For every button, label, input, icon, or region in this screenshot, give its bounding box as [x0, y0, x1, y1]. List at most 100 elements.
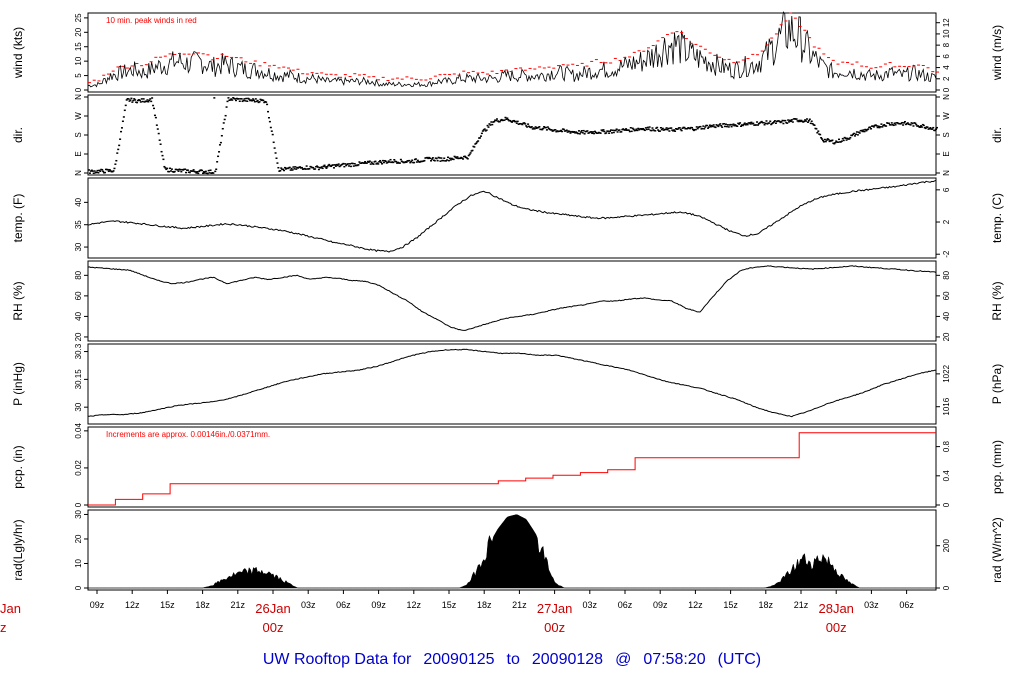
- dir-point: [854, 135, 857, 137]
- dir-point: [192, 169, 195, 171]
- ytick-label-dir: E: [74, 151, 83, 156]
- dir-point: [289, 169, 292, 171]
- dir-point: [650, 129, 653, 132]
- dir-point: [809, 122, 812, 125]
- dir-point: [915, 123, 918, 126]
- dir-point: [727, 126, 730, 128]
- ytick-right-label-pres: 1016: [942, 397, 951, 415]
- dir-point: [686, 127, 689, 130]
- dir-point: [389, 158, 392, 161]
- dir-point: [196, 171, 199, 173]
- dir-point: [542, 127, 545, 130]
- dir-point: [327, 164, 330, 167]
- dir-point: [593, 130, 596, 133]
- dir-point: [498, 120, 501, 123]
- dir-point: [815, 128, 818, 130]
- xtick-label: 12z: [407, 600, 422, 610]
- dir-point: [835, 140, 838, 142]
- ytick-right-label-dir: W: [942, 112, 951, 120]
- ytick-label-pres: 30.15: [74, 369, 83, 390]
- ytick-label-wind: 10: [74, 56, 83, 65]
- dir-point: [694, 128, 697, 131]
- ylabel-right-pcp: pcp. (mm): [990, 440, 1004, 494]
- dir-point: [660, 128, 663, 131]
- dir-point: [550, 129, 553, 131]
- xtick-date-label: 27Jan: [537, 601, 572, 616]
- dir-point: [644, 127, 647, 129]
- series-area-rad: [88, 514, 936, 589]
- ytick-label-rh: 40: [74, 311, 83, 320]
- dir-point: [473, 146, 476, 148]
- dir-point: [218, 151, 221, 153]
- dir-point: [234, 98, 237, 100]
- dir-point: [491, 123, 494, 126]
- dir-point: [471, 149, 474, 152]
- dir-point: [231, 99, 234, 101]
- dir-point: [479, 137, 482, 139]
- dir-point: [579, 131, 582, 133]
- xtick-label: 06z: [618, 600, 633, 610]
- dir-point: [805, 120, 808, 122]
- ytick-right-label-wind: 0: [942, 87, 951, 92]
- dir-point: [308, 167, 311, 170]
- dir-point: [720, 124, 723, 127]
- dir-point: [131, 101, 134, 103]
- dir-point: [637, 127, 640, 130]
- dir-point: [659, 127, 662, 129]
- dir-point: [395, 160, 398, 163]
- dir-point: [217, 155, 220, 158]
- title-utc: (UTC): [717, 651, 762, 668]
- dir-point: [532, 127, 535, 129]
- dir-point: [353, 162, 356, 165]
- dir-point: [121, 120, 124, 123]
- dir-point: [191, 170, 194, 172]
- dir-point: [732, 123, 735, 125]
- dir-point: [88, 172, 91, 174]
- ytick-label-wind: 15: [74, 42, 83, 51]
- dir-point: [169, 167, 172, 170]
- dir-point: [742, 123, 745, 126]
- dir-point: [806, 121, 809, 124]
- dir-point: [712, 124, 715, 126]
- xtick-label: 03z: [864, 600, 879, 610]
- dir-point: [392, 161, 395, 164]
- dir-point: [351, 162, 354, 165]
- dir-point: [545, 129, 548, 131]
- dir-point: [612, 131, 615, 134]
- dir-point: [795, 118, 798, 120]
- dir-point: [872, 126, 875, 128]
- dir-point: [724, 125, 726, 128]
- dir-point: [334, 165, 337, 167]
- dir-point: [393, 158, 396, 161]
- dir-point: [226, 100, 229, 103]
- dir-point: [616, 131, 619, 133]
- dir-point: [443, 157, 446, 159]
- dir-point: [305, 165, 308, 167]
- dir-point: [248, 98, 251, 100]
- dir-point: [538, 126, 541, 128]
- dir-point: [658, 130, 661, 132]
- dir-point: [577, 132, 580, 135]
- dir-point: [642, 128, 645, 131]
- dir-point: [666, 128, 669, 131]
- dir-point: [220, 134, 223, 137]
- dir-point: [798, 119, 801, 122]
- dir-point: [146, 99, 149, 101]
- dir-point: [481, 130, 484, 132]
- dir-point: [919, 126, 922, 128]
- series-line-pcp: [88, 432, 936, 506]
- dir-point: [664, 128, 667, 131]
- dir-point: [129, 99, 132, 101]
- dir-point: [161, 154, 164, 157]
- dir-point: [151, 97, 154, 99]
- dir-point: [277, 166, 280, 169]
- dir-point: [201, 169, 204, 172]
- ytick-label-rad: 20: [74, 534, 83, 543]
- dir-point: [600, 129, 603, 131]
- ytick-right-label-pres: 1022: [942, 364, 951, 382]
- dir-point: [531, 128, 534, 130]
- dir-point: [258, 101, 261, 103]
- xtick-label: 09z: [90, 600, 105, 610]
- dir-point: [292, 166, 295, 168]
- dir-point: [364, 161, 367, 163]
